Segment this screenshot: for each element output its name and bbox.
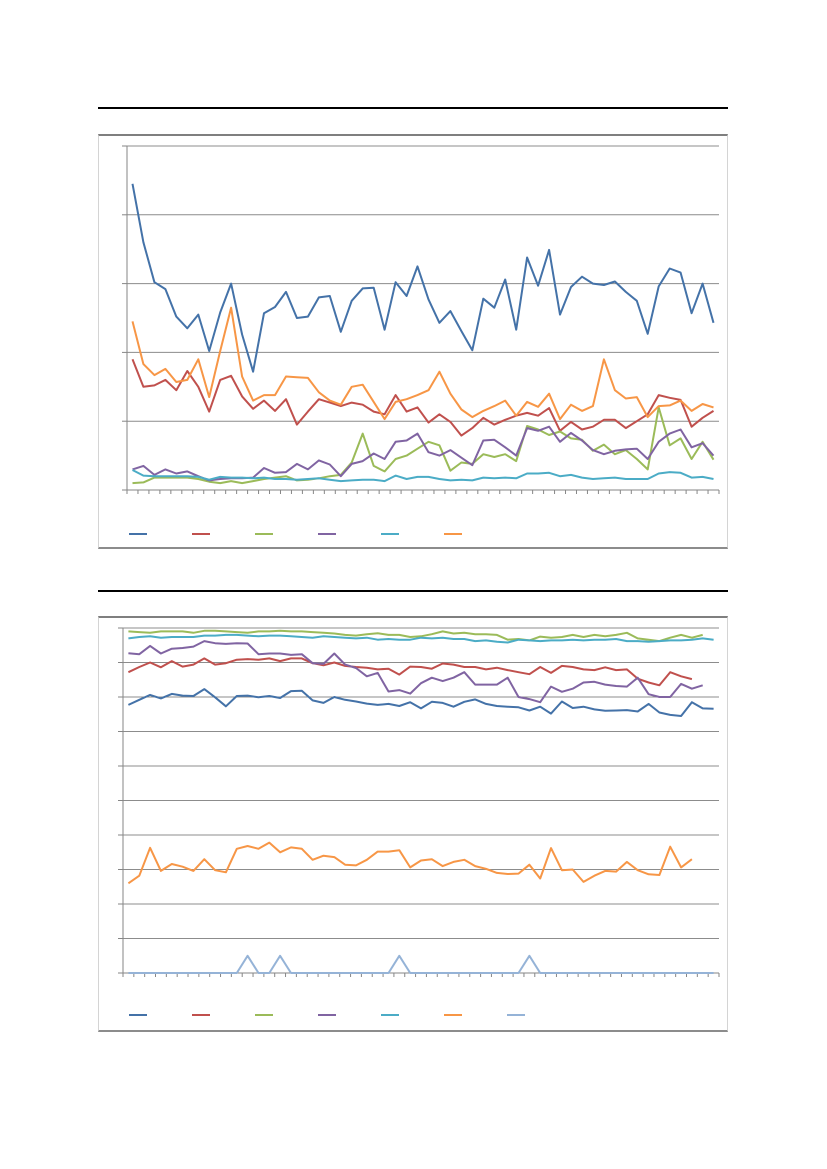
series-line-7 bbox=[128, 954, 714, 974]
series-line-3 bbox=[128, 629, 703, 643]
series-line-4 bbox=[132, 425, 715, 482]
series-line-2 bbox=[131, 358, 715, 437]
series-line-2 bbox=[127, 657, 693, 687]
series-line-5 bbox=[128, 633, 714, 644]
series-line-5 bbox=[132, 469, 714, 483]
series-line-1 bbox=[127, 688, 714, 717]
top-rule-1 bbox=[98, 107, 728, 109]
chart-panel-2 bbox=[98, 616, 728, 1032]
top-rule-2 bbox=[98, 590, 728, 592]
series-line-3 bbox=[132, 406, 715, 485]
series-line-6 bbox=[127, 841, 693, 885]
line-chart-2 bbox=[118, 627, 720, 1016]
series-line-4 bbox=[128, 640, 704, 704]
line-chart-1 bbox=[122, 145, 720, 535]
chart-panel-1 bbox=[98, 134, 728, 549]
series-line-1 bbox=[131, 183, 715, 373]
series-line-6 bbox=[131, 306, 714, 421]
